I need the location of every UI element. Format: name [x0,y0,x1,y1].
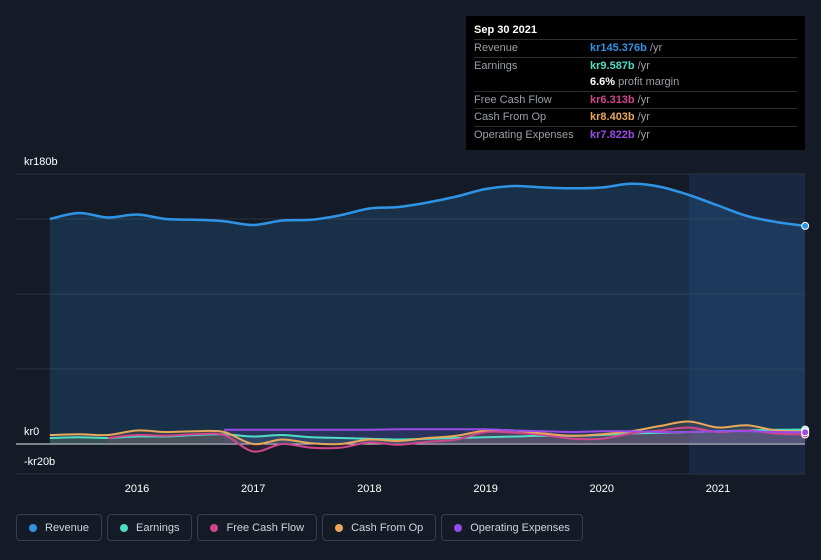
grid-lines [16,173,805,475]
line-cash-from-op [49,420,806,446]
legend-item-operating-expenses[interactable]: Operating Expenses [441,514,583,541]
tooltip-unit: /yr [637,111,650,123]
x-tick-label: 2021 [706,483,730,495]
tooltip-row-profit-margin: 6.6% profit margin [474,74,797,91]
y-tick-label-top: kr180b [24,156,58,168]
end-markers [801,221,810,439]
x-tick-label: 2019 [473,483,497,495]
line-free-cash-flow [107,426,806,453]
tooltip-label: Cash From Op [474,111,547,123]
chart-legend: Revenue Earnings Free Cash Flow Cash Fro… [16,514,583,541]
legend-dot-icon [335,523,344,532]
tooltip-value: 6.6% [590,76,616,88]
tooltip-value: kr7.822b [590,128,635,141]
legend-dot-icon [454,523,463,532]
legend-dot-icon [29,523,37,532]
legend-item-earnings[interactable]: Earnings [107,514,193,541]
end-marker-operating-expenses [801,428,810,437]
tooltip-value: kr6.313b [590,93,635,106]
x-tick-label: 2018 [357,483,381,495]
tooltip-label: Free Cash Flow [474,93,552,106]
tooltip-label: Operating Expenses [474,128,574,141]
tooltip-unit: /yr [649,42,663,54]
x-tick-label: 2016 [125,483,149,495]
tooltip-value: kr8.403b [590,111,635,123]
legend-label: Free Cash Flow [226,521,305,534]
tooltip-unit: /yr [637,128,650,141]
line-operating-expenses [224,428,806,434]
x-tick-label: 2017 [241,483,265,495]
x-axis-ticks: 2016 2017 2018 2019 2020 2021 [125,483,730,495]
legend-item-cash-from-op[interactable]: Cash From Op [322,514,437,541]
tooltip-unit: /yr [637,93,650,106]
tooltip-label: Revenue [474,42,519,54]
legend-dot-icon [210,523,219,532]
legend-label: Operating Expenses [470,521,570,534]
series-lines [49,182,806,453]
legend-dot-icon [120,523,129,532]
tooltip-label: Earnings [474,59,518,72]
x-tick-label: 2020 [590,483,614,495]
legend-label: Earnings [136,521,180,534]
tooltip-value: kr9.587b [590,59,635,72]
data-tooltip: Sep 30 2021 Revenue kr145.376b /yr Earni… [466,16,805,150]
tooltip-label [474,74,590,91]
legend-label: Revenue [45,521,90,534]
legend-label: Cash From Op [351,521,424,534]
tooltip-date: Sep 30 2021 [474,24,537,36]
legend-item-revenue[interactable]: Revenue [16,514,103,541]
series-areas [49,183,806,452]
tooltip-row-revenue: Revenue kr145.376b /yr [474,39,797,57]
line-revenue [49,182,806,228]
end-marker-revenue [801,221,810,230]
tooltip-row-earnings: Earnings kr9.587b /yr [474,56,797,75]
tooltip-unit: /yr [637,59,650,72]
tooltip-value: kr145.376b [590,42,647,54]
y-tick-label-zero: kr0 [24,426,40,438]
area-revenue [49,183,806,445]
area-earnings [49,429,806,444]
y-tick-label-bottom: -kr20b [24,456,56,468]
legend-item-free-cash-flow[interactable]: Free Cash Flow [197,514,318,541]
tooltip-row-free-cash-flow: Free Cash Flow kr6.313b /yr [474,90,797,109]
tooltip-row-cash-from-op: Cash From Op kr8.403b /yr [474,108,797,126]
tooltip-row-operating-expenses: Operating Expenses kr7.822b /yr [474,125,797,144]
tooltip-unit: profit margin [618,76,680,88]
